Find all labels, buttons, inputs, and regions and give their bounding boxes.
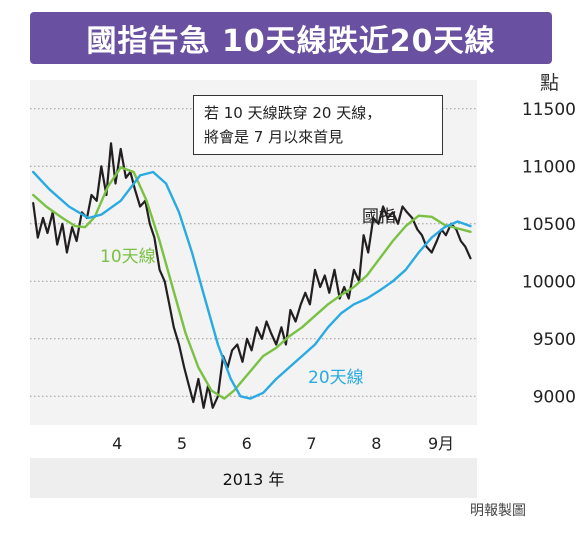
y-axis-unit-label: 點 bbox=[540, 72, 560, 94]
x-axis-year-bar: 2013 年 bbox=[30, 458, 477, 498]
chart-title: 國指告急 10天線跌近20天線 bbox=[86, 24, 496, 59]
y-tick-label: 10000 bbox=[522, 272, 576, 292]
series-line-0 bbox=[32, 142, 472, 409]
series-label-2: 20天線 bbox=[308, 368, 364, 388]
annotation-callout: 若 10 天線跌穿 20 天線， 將會是 7 月以來首見 bbox=[193, 95, 443, 155]
x-axis-year-label: 2013 年 bbox=[222, 470, 285, 489]
series-line-1 bbox=[32, 166, 472, 400]
x-tick-label: 4 bbox=[112, 434, 122, 453]
x-tick-label: 9月 bbox=[428, 434, 454, 453]
x-tick-label: 8 bbox=[371, 434, 381, 453]
y-tick-label: 11500 bbox=[522, 100, 576, 120]
series-label-0: 國指 bbox=[362, 207, 396, 227]
x-tick-label: 5 bbox=[177, 434, 187, 453]
x-tick-label: 6 bbox=[242, 434, 252, 453]
x-tick-label: 7 bbox=[306, 434, 316, 453]
callout-line-1: 若 10 天線跌穿 20 天線， bbox=[204, 104, 382, 122]
y-tick-label: 9500 bbox=[533, 330, 576, 350]
callout-line-2: 將會是 7 月以來首見 bbox=[204, 128, 344, 146]
y-tick-label: 9000 bbox=[533, 387, 576, 407]
y-tick-label: 11000 bbox=[522, 157, 576, 177]
series-label-1: 10天線 bbox=[100, 247, 156, 267]
source-credit: 明報製圖 bbox=[470, 503, 526, 519]
y-tick-label: 10500 bbox=[522, 215, 576, 235]
series-line-2 bbox=[32, 170, 472, 400]
title-banner: 國指告急 10天線跌近20天線 bbox=[30, 12, 552, 64]
